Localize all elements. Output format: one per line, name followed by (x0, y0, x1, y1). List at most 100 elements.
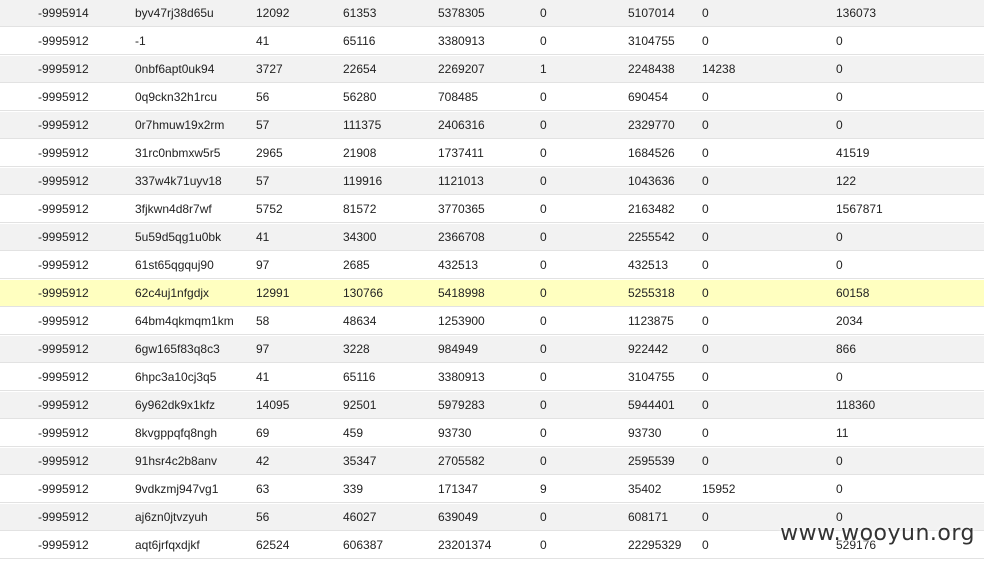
table-cell: byv47rj38d65u (135, 6, 214, 20)
table-cell: 97 (256, 342, 270, 356)
table-cell: 92501 (343, 398, 377, 412)
table-row[interactable]: -9995912 3fjkwn4d8r7wf 5752 81572 3770365 0 21… (0, 196, 984, 223)
table-cell: -9995912 (38, 342, 89, 356)
table-cell: 6hpc3a10cj3q5 (135, 370, 217, 384)
table-cell: 0 (702, 146, 709, 160)
table-cell: 91hsr4c2b8anv (135, 454, 218, 468)
table-cell: 0 (836, 454, 843, 468)
table-row[interactable]: -9995912 -1 41 65116 3380913 0 3104755 0 0 (0, 28, 984, 55)
table-cell: -9995912 (38, 398, 89, 412)
table-row[interactable]: -9995912 337w4k71uyv18 57 119916 1121013 0 104… (0, 168, 984, 195)
table-cell: 2329770 (628, 118, 675, 132)
table-row[interactable]: -9995912 8kvgppqfq8ngh 69 459 93730 0 93730 0 11 (0, 420, 984, 447)
table-row[interactable]: -9995912 9vdkzmj947vg1 63 339 171347 9 35402 15… (0, 476, 984, 503)
table-row-selected[interactable]: -9995912 62c4uj1nfgdjx 12991 130766 5418998 0… (0, 280, 984, 307)
table-cell: 41 (256, 34, 270, 48)
table-row[interactable]: -9995912 0nbf6apt0uk94 3727 22654 2269207 1 22… (0, 56, 984, 83)
table-cell: 0 (702, 538, 709, 552)
table-cell: 93730 (628, 426, 662, 440)
table-cell: aj6zn0jtvzyuh (135, 510, 208, 524)
table-cell: 0 (702, 454, 709, 468)
table-cell: 61353 (343, 6, 377, 20)
table-cell: -9995912 (38, 258, 89, 272)
table-row[interactable]: -9995912 31rc0nbmxw5r5 2965 21908 1737411 0 16… (0, 140, 984, 167)
table-cell: 0 (540, 230, 547, 244)
table-cell: 5255318 (628, 286, 675, 300)
table-cell: 5107014 (628, 6, 675, 20)
table-cell: 48634 (343, 314, 377, 328)
table-cell: 459 (343, 426, 364, 440)
table-cell: 3228 (343, 342, 370, 356)
table-row[interactable]: -9995912 6y962dk9x1kfz 14095 92501 5979283 0 5… (0, 392, 984, 419)
table-row[interactable]: -9995912 61st65qgquj90 97 2685 432513 0 432513… (0, 252, 984, 279)
table-cell: 130766 (343, 286, 384, 300)
table-cell: 61st65qgquj90 (135, 258, 214, 272)
table-cell: 119916 (343, 174, 383, 188)
table-cell: 5752 (256, 202, 283, 216)
table-row[interactable]: -9995912 aqt6jrfqxdjkf 62524 606387 23201374… (0, 532, 984, 559)
table-cell: 8kvgppqfq8ngh (135, 426, 218, 440)
table-cell: 42 (256, 454, 270, 468)
table-cell: 639049 (438, 510, 479, 524)
table-cell: 2685 (343, 258, 370, 272)
table-cell: 0 (702, 286, 709, 300)
table-row[interactable]: -9995912 6gw165f83q8c3 97 3228 984949 0 922442… (0, 336, 984, 363)
table-row[interactable]: -9995912 0q9ckn32h1rcu 56 56280 708485 0 69045… (0, 84, 984, 111)
table-cell: 0 (540, 510, 547, 524)
table-cell: 0 (836, 370, 843, 384)
table-cell: 65116 (343, 34, 376, 48)
table-cell: 41 (256, 230, 270, 244)
table-cell: 31rc0nbmxw5r5 (135, 146, 221, 160)
table-cell: 6gw165f83q8c3 (135, 342, 220, 356)
table-cell: 56 (256, 90, 270, 104)
table-cell: 21908 (343, 146, 377, 160)
table-cell: -9995912 (38, 454, 89, 468)
table-cell: 0q9ckn32h1rcu (135, 90, 218, 104)
table-cell: 122 (836, 174, 857, 188)
table-cell: 0nbf6apt0uk94 (135, 62, 215, 76)
table-cell: 0 (540, 426, 547, 440)
table-cell: 1567871 (836, 202, 883, 216)
table-cell: 0 (540, 146, 547, 160)
table-cell: 111375 (343, 118, 382, 132)
table-cell: 118360 (836, 398, 876, 412)
table-cell: 22654 (343, 62, 377, 76)
table-row[interactable]: -9995912 aj6zn0jtvzyuh 56 46027 639049 0 60817… (0, 504, 984, 531)
table-cell: 0 (702, 370, 709, 384)
table-cell: 0 (702, 314, 709, 328)
table-cell: 5944401 (628, 398, 675, 412)
table-cell: 866 (836, 342, 857, 356)
table-cell: 1121013 (438, 174, 484, 188)
table-cell: 22295329 (628, 538, 682, 552)
table-cell: 0 (702, 258, 709, 272)
table-cell: -9995912 (38, 314, 89, 328)
table-cell: 529176 (836, 538, 877, 552)
table-cell: 23201374 (438, 538, 492, 552)
table-cell: 0 (540, 454, 547, 468)
table-cell: 0 (702, 118, 709, 132)
table-cell: 0 (702, 426, 709, 440)
table-cell: 62524 (256, 538, 290, 552)
table-row[interactable]: -9995912 6hpc3a10cj3q5 41 65116 3380913 0 3104… (0, 364, 984, 391)
table-cell: 81572 (343, 202, 377, 216)
table-cell: 60158 (836, 286, 870, 300)
table-cell: -9995912 (38, 62, 89, 76)
table-row[interactable]: -9995912 64bm4qkmqm1km 58 48634 1253900 0 1123… (0, 308, 984, 335)
table-row[interactable]: -9995912 5u59d5qg1u0bk 41 34300 2366708 0 2255… (0, 224, 984, 251)
table-cell: 337w4k71uyv18 (135, 174, 222, 188)
table-cell: -9995912 (38, 174, 89, 188)
table-cell: 0 (836, 230, 843, 244)
table-cell: 12991 (256, 286, 290, 300)
table-cell: 56 (256, 510, 270, 524)
table-cell: 3770365 (438, 202, 485, 216)
table-cell: 0 (702, 230, 709, 244)
table-cell: 5418998 (438, 286, 485, 300)
table-cell: -9995912 (38, 118, 89, 132)
table-row[interactable]: -9995912 0r7hmuw19x2rm 57 111375 2406316 0 232… (0, 112, 984, 139)
table-row[interactable]: -9995912 91hsr4c2b8anv 42 35347 2705582 0 2595… (0, 448, 984, 475)
table-cell: -9995912 (38, 426, 89, 440)
table-cell: 136073 (836, 6, 877, 20)
table-cell: 2705582 (438, 454, 485, 468)
table-cell: 14238 (702, 62, 736, 76)
table-row[interactable]: -9995914 byv47rj38d65u 12092 61353 5378305 0 5… (0, 0, 984, 27)
